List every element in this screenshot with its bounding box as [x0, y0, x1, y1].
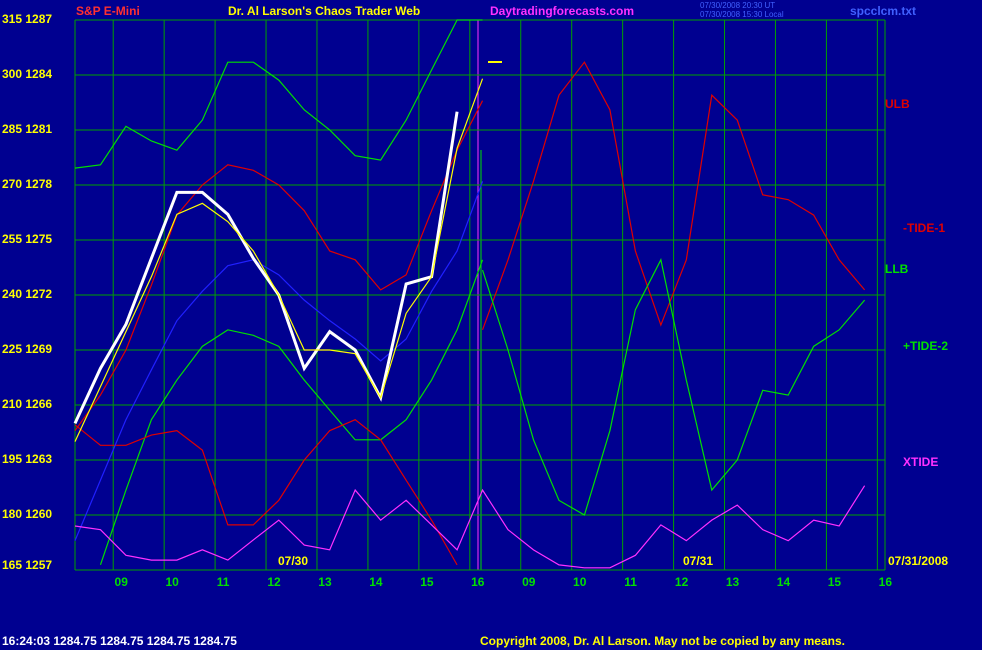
y-tick-label: 180 1260 [2, 507, 52, 521]
annotation: ULB [885, 97, 910, 111]
y-tick-label: 255 1275 [2, 232, 52, 246]
series-line [74, 181, 484, 541]
site: Daytradingforecasts.com [490, 4, 634, 18]
y-tick-label: 165 1257 [2, 558, 52, 572]
copyright: Copyright 2008, Dr. Al Larson. May not b… [480, 634, 845, 648]
annotation: +TIDE-2 [903, 339, 948, 353]
date-label: 07/31/2008 [888, 554, 948, 568]
x-tick-label: 11 [217, 575, 230, 589]
x-tick-label: 13 [726, 575, 740, 589]
series-line [74, 78, 484, 442]
series-line [74, 100, 484, 432]
annotation: LLB [885, 262, 909, 276]
series-line [481, 258, 866, 516]
x-tick-label: 14 [777, 575, 791, 589]
series-line [74, 418, 458, 566]
y-tick-label: 225 1269 [2, 342, 52, 356]
y-tick-label: 210 1266 [2, 397, 52, 411]
x-tick-label: 15 [420, 575, 434, 589]
time-local: 07/30/2008 15:30 Local [700, 10, 784, 19]
series-line [99, 259, 484, 566]
quote: 16:24:03 1284.75 1284.75 1284.75 1284.75 [2, 634, 237, 648]
x-tick-label: 14 [369, 575, 383, 589]
series-line [481, 61, 866, 331]
date-label: 07/30 [278, 554, 308, 568]
file-name: spcclcm.txt [850, 4, 916, 18]
y-tick-label: 300 1284 [2, 67, 52, 81]
symbol: S&P E-Mini [76, 4, 140, 18]
y-tick-label: 270 1278 [2, 177, 52, 191]
y-tick-label: 285 1281 [2, 122, 52, 136]
x-tick-label: 09 [522, 575, 536, 589]
time-ut: 07/30/2008 20:30 UT [700, 1, 775, 10]
x-tick-label: 12 [267, 575, 281, 589]
annotation: -TIDE-1 [903, 221, 945, 235]
y-tick-label: 195 1263 [2, 452, 52, 466]
annotation: XTIDE [903, 455, 938, 469]
x-tick-label: 12 [675, 575, 689, 589]
y-tick-label: 240 1272 [2, 287, 52, 301]
x-tick-label: 11 [624, 575, 637, 589]
series-line [73, 111, 459, 424]
y-tick-label: 315 1287 [2, 12, 52, 26]
series-line [74, 485, 866, 569]
x-tick-label: 13 [318, 575, 332, 589]
x-tick-label: 09 [115, 575, 129, 589]
x-tick-label: 16 [879, 575, 893, 589]
x-tick-label: 10 [165, 575, 179, 589]
date-label: 07/31 [683, 554, 713, 568]
x-tick-label: 16 [471, 575, 485, 589]
series-line [74, 19, 483, 169]
x-tick-label: 10 [573, 575, 587, 589]
chart-title: Dr. Al Larson's Chaos Trader Web [228, 4, 420, 18]
x-tick-label: 15 [828, 575, 842, 589]
